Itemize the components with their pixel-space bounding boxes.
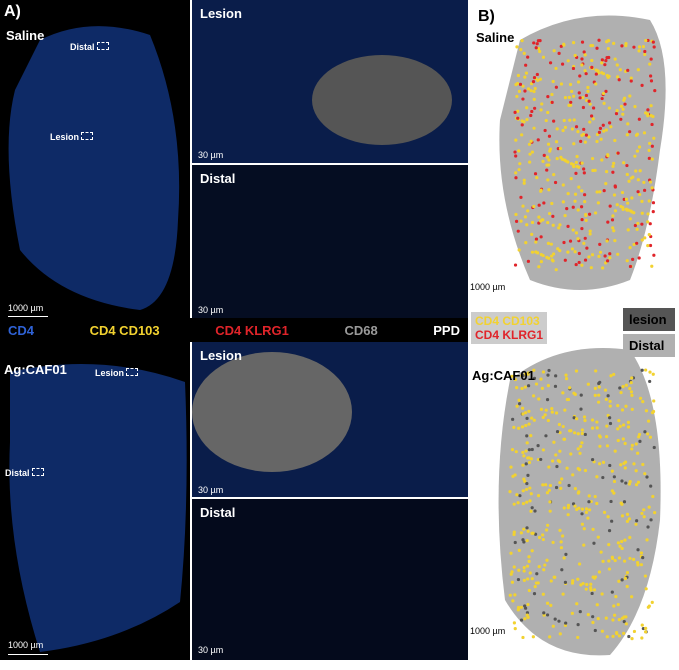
inset-image: Lesion 30 µm [192,0,468,163]
group-label: Saline [6,28,45,43]
scale-label: 30 µm [198,485,224,495]
legend-entry: CD4 CD103 [89,323,160,338]
legend: CD4 CD4 CD103 CD4 KLRG1 CD68 PPD [0,318,468,342]
marker: Distal [5,468,44,478]
inset-image: Distal 30 µm [192,165,468,318]
legend-entry: CD68 [344,323,378,338]
scale-label: 30 µm [198,645,224,655]
marker: Distal [70,42,109,52]
inset-image: Lesion 30 µm [192,342,468,497]
inset-title: Distal [200,171,236,186]
scale-label: 1000 µm [8,303,44,313]
legend-entry: PPD [433,323,460,338]
legend: CD4 CD103 CD4 KLRG1 [471,312,548,344]
lung-image: Lesion Distal 1000 µm [0,342,190,660]
group-label: Saline [476,30,515,45]
scale-label: 1000 µm [470,626,506,636]
marker: Lesion [50,132,94,142]
marker: Lesion [95,368,139,378]
scale-label: 1000 µm [470,282,506,292]
scale-label: 1000 µm [8,640,44,650]
legend-entry: CD4 [8,323,35,338]
legend-entry: CD4 KLRG1 [475,328,544,342]
scale-label: 30 µm [198,305,224,315]
lung-image: Distal Lesion 1000 µm [0,0,190,318]
legend-entry: lesion [623,308,675,331]
legend-entry: CD4 CD103 [475,314,540,328]
group-label: Ag:CAF01 [4,362,67,377]
inset-title: Lesion [200,348,242,363]
legend: lesion Distal [623,308,675,360]
panel-label: B) [478,8,495,25]
inset-image: Distal 30 µm [192,499,468,660]
inset-title: Lesion [200,6,242,21]
panel-label: A) [4,3,21,20]
legend-entry: Distal [623,334,675,357]
legend-entry: CD4 KLRG1 [215,323,289,338]
group-label: Ag:CAF01 [472,368,535,383]
scale-label: 30 µm [198,150,224,160]
inset-title: Distal [200,505,236,520]
